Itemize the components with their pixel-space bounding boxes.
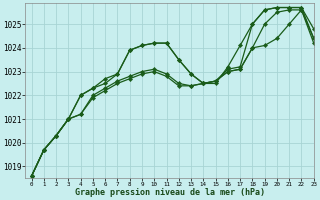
X-axis label: Graphe pression niveau de la mer (hPa): Graphe pression niveau de la mer (hPa) <box>75 188 265 197</box>
